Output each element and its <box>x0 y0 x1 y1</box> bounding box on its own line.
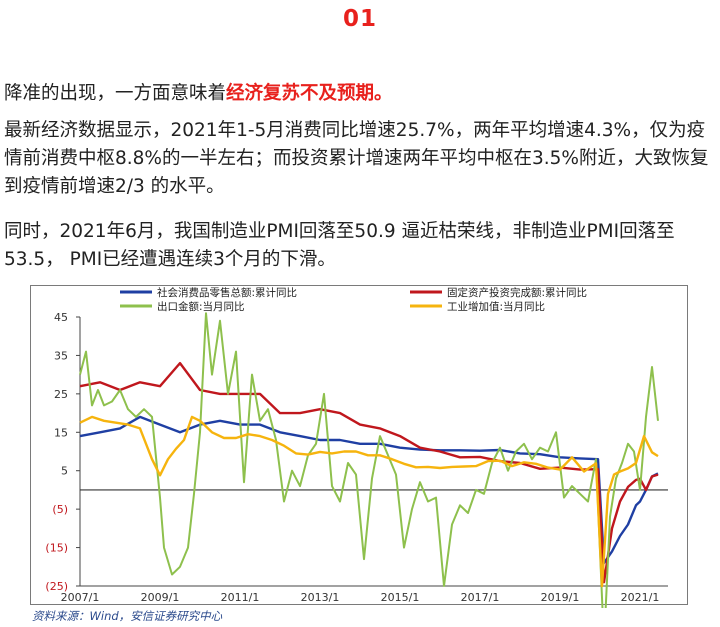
paragraph-2-text: 最新经济数据显示，2021年1-5月消费同比增速25.7%，两年平均增速4.3%… <box>4 120 709 197</box>
legend-label-1: 固定资产投资完成额:累计同比 <box>447 286 587 299</box>
y-tick-label: 25 <box>54 388 68 401</box>
series-line-1 <box>79 361 659 584</box>
y-tick-label: 45 <box>54 311 68 324</box>
paragraph-3: 同时，2021年6月，我国制造业PMI回落至50.9 逼近枯荣线，非制造业PMI… <box>4 218 718 274</box>
source-note: 资料来源：Wind，安信证券研究中心 <box>32 609 223 623</box>
y-tick-label: (15) <box>45 542 68 555</box>
paragraph-1-highlight: 经济复苏不及预期。 <box>226 83 393 104</box>
paragraph-3-text: 同时，2021年6月，我国制造业PMI回落至50.9 逼近枯荣线，非制造业PMI… <box>4 221 675 270</box>
y-tick-label: (5) <box>52 503 68 516</box>
y-tick-label: (25) <box>45 580 68 593</box>
y-tick-label: 5 <box>61 465 68 478</box>
x-tick-label: 2019/1 <box>541 591 580 604</box>
paragraph-2: 最新经济数据显示，2021年1-5月消费同比增速25.7%，两年平均增速4.3%… <box>4 117 718 201</box>
paragraph-1-text: 降准的出现，一方面意味着 <box>4 83 227 104</box>
series-line-2 <box>79 312 659 608</box>
x-tick-label: 2013/1 <box>301 591 340 604</box>
legend-label-2: 出口金额:当月同比 <box>157 300 245 313</box>
y-tick-label: 35 <box>54 349 68 362</box>
x-tick-label: 2021/1 <box>621 591 660 604</box>
section-number: 01 <box>342 6 377 32</box>
chart-frame <box>30 285 688 605</box>
series-line-3 <box>79 415 659 588</box>
x-tick-label: 2009/1 <box>141 591 180 604</box>
x-tick-label: 2017/1 <box>461 591 500 604</box>
y-tick-label: 15 <box>54 426 68 439</box>
x-tick-label: 2011/1 <box>221 591 260 604</box>
x-tick-label: 2007/1 <box>61 591 100 604</box>
x-tick-label: 2015/1 <box>381 591 420 604</box>
line-chart: 45 35 25 15 5 (5) (15) (25)2007/1 2009/1 2011/1 20… <box>45 286 668 608</box>
paragraph-1: 降准的出现，一方面意味着经济复苏不及预期。 <box>4 80 718 108</box>
legend-label-3: 工业增加值:当月同比 <box>447 300 545 313</box>
legend-label-0: 社会消费品零售总额:累计同比 <box>157 286 297 299</box>
